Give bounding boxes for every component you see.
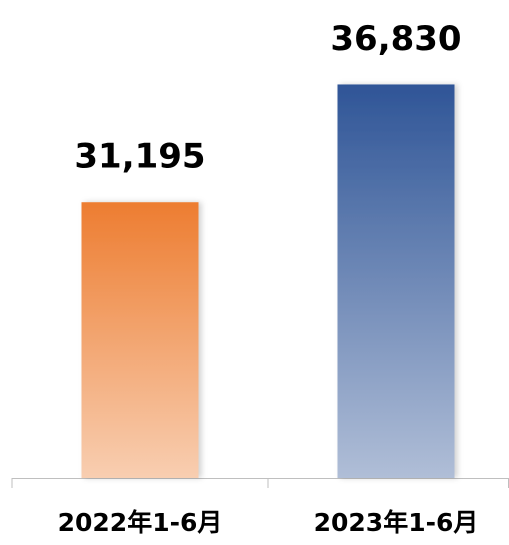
bar — [81, 202, 199, 479]
x-tick-label: 2022年1-6月 — [58, 508, 223, 537]
value-label: 36,830 — [330, 19, 461, 59]
x-tick-label: 2023年1-6月 — [314, 508, 479, 537]
bar — [337, 84, 455, 478]
value-label: 31,195 — [74, 137, 205, 177]
